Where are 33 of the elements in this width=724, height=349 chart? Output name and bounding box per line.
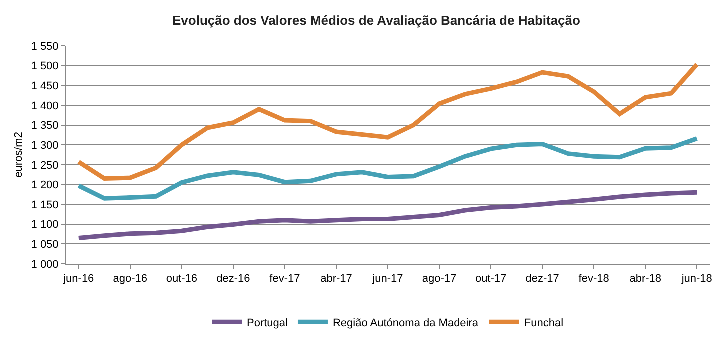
x-tick-label: dez-17 [526, 273, 560, 286]
x-tick-label: abr-17 [320, 273, 352, 286]
y-tick-label: 1 100 [31, 219, 59, 232]
y-tick-label: 1 000 [31, 258, 59, 271]
x-tick-label: jun-16 [62, 273, 94, 286]
legend-label: Portugal [247, 317, 288, 330]
x-tick-label: jun-18 [680, 273, 712, 286]
line-series [76, 62, 700, 182]
x-tick-label: ago-17 [422, 273, 457, 286]
x-tick-label: dez-16 [216, 273, 250, 286]
legend-label: Funchal [524, 317, 564, 330]
y-tick-label: 1 550 [31, 40, 59, 53]
y-tick-label: 1 150 [31, 199, 59, 212]
line-series [76, 136, 700, 201]
x-tick-label: fev-18 [578, 273, 610, 286]
x-tick-label: out-17 [475, 273, 507, 286]
x-tick-label: out-16 [166, 273, 198, 286]
line-series [76, 190, 700, 240]
y-tick-label: 1 400 [31, 100, 59, 112]
y-tick-label: 1 500 [31, 60, 59, 73]
y-tick-label: 1 250 [31, 160, 59, 172]
y-tick-label: 1 050 [31, 239, 59, 252]
y-axis-title: euros/m2 [12, 132, 25, 178]
x-tick-label: abr-18 [630, 273, 662, 286]
x-tick-label: fev-17 [270, 273, 300, 286]
y-tick-label: 1 300 [31, 140, 59, 152]
x-tick-label: jun-17 [372, 273, 404, 286]
y-tick-label: 1 200 [31, 180, 59, 192]
x-tick-label: ago-16 [113, 273, 148, 286]
y-tick-label: 1 450 [31, 80, 59, 92]
chart-title: Evolução dos Valores Médios de Avaliação Bancária de Habitação [172, 12, 581, 28]
legend-label: Região Autónoma da Madeira [332, 317, 480, 330]
y-tick-label: 1 350 [31, 120, 59, 132]
